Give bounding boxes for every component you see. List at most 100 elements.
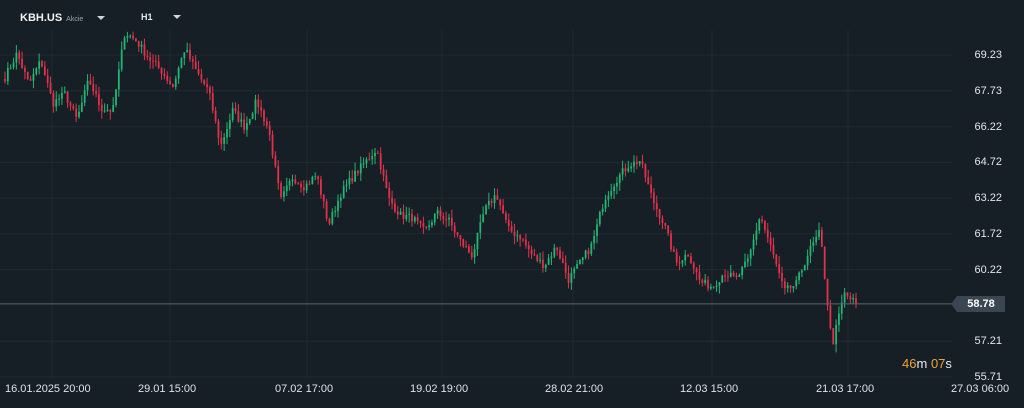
candle-body — [838, 313, 840, 326]
candle-body — [277, 165, 280, 184]
candle-body — [485, 205, 487, 215]
candle-body — [567, 272, 570, 283]
candle-body — [24, 67, 26, 72]
candle-body — [487, 200, 490, 206]
candle-body — [624, 168, 627, 172]
candle-body — [633, 161, 635, 167]
candle-body — [325, 201, 328, 219]
candle-body — [314, 176, 317, 178]
candle-body — [191, 59, 194, 62]
candle-body — [459, 235, 462, 240]
price-tick-label: 67.73 — [974, 84, 1002, 97]
candle-body — [502, 205, 504, 214]
countdown-minutes: 46 — [902, 356, 917, 371]
candle-body — [271, 134, 274, 156]
time-tick-label: 28.02 21:00 — [545, 383, 604, 395]
candle-body — [72, 105, 75, 109]
price-tick-label: 69.23 — [974, 49, 1002, 61]
candle-body — [678, 262, 681, 264]
candle-body — [248, 119, 251, 124]
candle-body — [254, 99, 257, 114]
instrument-selector[interactable]: KBH.US Akcie — [20, 12, 106, 24]
candle-body — [650, 184, 652, 193]
candle-body — [536, 255, 539, 261]
candle-body — [505, 213, 507, 220]
candle-body — [243, 119, 245, 130]
candle-body — [320, 179, 322, 195]
candle-body — [820, 230, 823, 247]
candle-body — [300, 183, 302, 188]
candle-body — [399, 211, 402, 215]
candle-body — [712, 286, 715, 288]
candle-body — [29, 79, 32, 81]
timeframe-selector[interactable]: H1 — [141, 12, 181, 22]
candle-body — [783, 281, 786, 289]
candle-body — [223, 137, 226, 144]
candle-body — [354, 170, 356, 182]
candle-body — [169, 80, 171, 85]
candle-body — [174, 78, 177, 87]
candle-body — [618, 174, 621, 183]
candle-body — [456, 232, 459, 236]
candle-body — [69, 102, 72, 106]
candle-body — [616, 182, 618, 187]
candle-body — [180, 58, 183, 68]
candle-body — [610, 190, 613, 196]
candle-body — [231, 108, 234, 121]
candle-body — [436, 210, 439, 214]
candle-body — [852, 298, 855, 300]
candle-body — [154, 60, 157, 62]
candle-body — [359, 163, 362, 174]
candle-body — [601, 208, 604, 213]
candle-body — [561, 258, 564, 263]
candle-body — [137, 41, 140, 47]
candle-body — [172, 84, 174, 87]
candle-body — [388, 187, 391, 198]
candle-body — [302, 187, 305, 191]
candle-body — [840, 302, 843, 314]
candle-body — [149, 57, 152, 61]
candle-body — [379, 153, 382, 170]
candle-body — [547, 258, 550, 265]
candle-body — [843, 292, 846, 303]
candle-body — [530, 249, 533, 255]
candle-body — [41, 61, 43, 67]
candle-body — [209, 87, 211, 94]
candle-body — [112, 105, 115, 112]
candle-body — [727, 276, 729, 278]
candle-body — [163, 73, 166, 76]
candle-body — [374, 152, 376, 157]
candle-body — [49, 82, 52, 94]
candle-body — [26, 71, 29, 80]
candle-body — [197, 69, 200, 75]
candle-body — [35, 68, 38, 74]
candle-body — [539, 259, 541, 261]
candle-body — [357, 170, 359, 174]
candle-body — [772, 244, 775, 255]
candle-body — [43, 66, 46, 76]
candle-body — [692, 263, 695, 269]
candle-body — [559, 250, 561, 259]
candle-body — [103, 110, 106, 112]
candle-body — [129, 35, 132, 37]
candle-body — [339, 197, 342, 201]
candle-body — [203, 79, 206, 85]
candle-body — [4, 78, 6, 82]
candle-body — [86, 80, 89, 91]
candle-body — [741, 267, 744, 276]
candle-body — [801, 270, 803, 273]
candle-body — [724, 275, 726, 277]
candle-body — [806, 255, 809, 266]
instrument-kind: Akcie — [66, 16, 84, 23]
candle-body — [226, 128, 228, 138]
candle-body — [522, 239, 524, 241]
candle-body — [135, 38, 137, 42]
candle-body — [513, 231, 516, 236]
candle-body — [644, 163, 647, 178]
candle-body — [465, 246, 467, 248]
candle-body — [482, 214, 485, 222]
candle-body — [519, 235, 522, 240]
candle-body — [433, 213, 436, 223]
candle-body — [416, 217, 419, 221]
